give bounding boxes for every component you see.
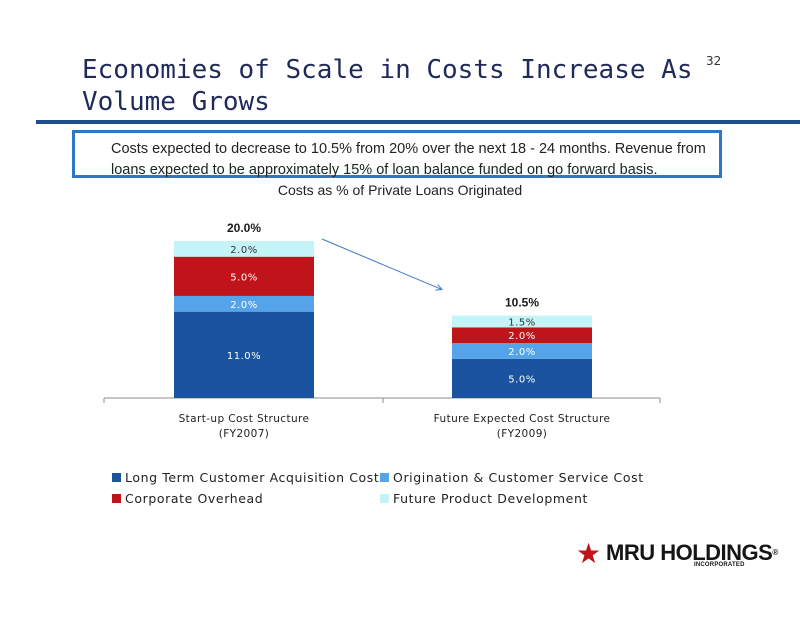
legend-label-acquisition: Long Term Customer Acquisition Cost [125,470,380,485]
category-label-1-0: Future Expected Cost Structure [434,413,611,425]
legend-swatch-origination [380,473,389,482]
legend-label-product-dev: Future Product Development [393,491,588,506]
category-label-1-1: (FY2009) [497,428,548,440]
data-label-long-term-customer-acquisition-cost-1: 5.0% [508,374,535,385]
data-label-origination-customer-service-cost-1: 2.0% [508,347,535,358]
legend-swatch-overhead [112,494,121,503]
category-label-0-1: (FY2007) [219,428,270,440]
callout-text: Costs expected to decrease to 10.5% from… [111,141,706,178]
legend-swatch-acquisition [112,473,121,482]
bar-segment-long-term-customer-acquisition-cost-0 [174,311,314,398]
legend-item-product-dev: Future Product Development [380,491,588,506]
chart-title: Costs as % of Private Loans Originated [277,182,523,198]
logo-name-text: MRU HOLDINGS [606,540,773,565]
legend-label-overhead: Corporate Overhead [125,491,264,506]
legend-label-origination: Origination & Customer Service Cost [393,470,644,485]
category-label-0-0: Start-up Cost Structure [179,413,310,425]
legend-item-acquisition: Long Term Customer Acquisition Cost [112,470,379,485]
bar-segment-corporate-overhead-1 [452,327,592,344]
title-divider [36,120,800,124]
company-logo: ★ MRU HOLDINGS® INCORPORATED [576,537,778,570]
data-label-corporate-overhead-0: 5.0% [230,272,257,283]
bar-segment-origination-customer-service-cost-1 [452,343,592,359]
logo-name: MRU HOLDINGS® [606,540,778,566]
bar-segment-corporate-overhead-0 [174,256,314,296]
bar-segment-future-product-development-1 [452,315,592,328]
trend-arrow [321,238,442,290]
star-icon: ★ [576,537,602,570]
logo-registered-mark: ® [772,548,778,557]
data-label-corporate-overhead-1: 2.0% [508,331,535,342]
bar-segment-future-product-development-0 [174,241,314,257]
data-label-origination-customer-service-cost-0: 2.0% [230,300,257,311]
callout-box: Costs expected to decrease to 10.5% from… [72,130,722,178]
legend-item-overhead: Corporate Overhead [112,491,263,506]
total-label-0: 20.0% [227,221,261,235]
legend-swatch-product-dev [380,494,389,503]
data-label-long-term-customer-acquisition-cost-0: 11.0% [227,351,261,362]
bar-segment-origination-customer-service-cost-0 [174,295,314,312]
data-label-future-product-development-0: 2.0% [230,245,257,256]
legend-item-origination: Origination & Customer Service Cost [380,470,644,485]
bar-segment-long-term-customer-acquisition-cost-1 [452,358,592,398]
slide-title: Economies of Scale in Costs Increase As … [82,55,693,117]
data-label-future-product-development-1: 1.5% [508,317,535,328]
logo-sub: INCORPORATED [694,562,745,568]
page-number: 32 [706,54,722,68]
total-label-1: 10.5% [505,296,539,310]
